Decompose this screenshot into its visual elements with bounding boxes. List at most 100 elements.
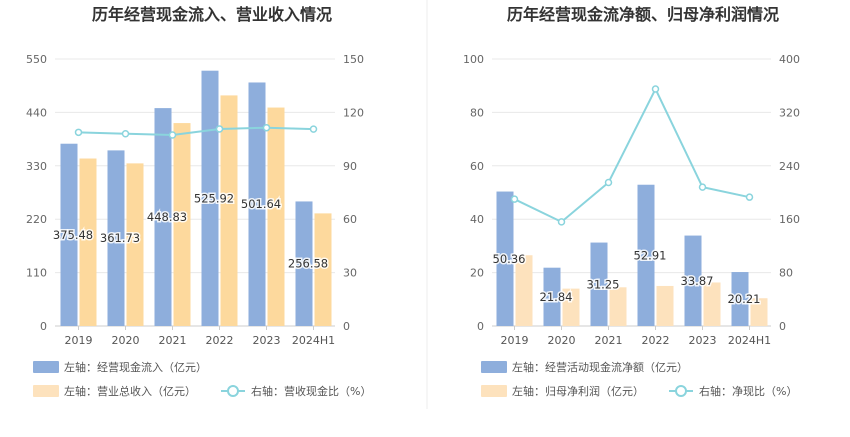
bar-2019-secondary[interactable] <box>515 255 533 326</box>
ratio-point-2024H1[interactable] <box>745 193 754 201</box>
ratio-point-2021[interactable] <box>604 178 613 187</box>
legend-label-ratio[interactable]: 右轴：营收现金比（%） <box>251 384 371 398</box>
x-tick-label: 2020 <box>548 334 576 347</box>
bar-2024H1-secondary[interactable] <box>750 298 768 326</box>
data-label-2021: 448.83 <box>147 210 187 224</box>
bar-2019-primary[interactable] <box>60 143 78 326</box>
chart-title: 历年经营现金流净额、归母净利润情况 <box>507 5 779 24</box>
data-label-2020: 361.73 <box>100 231 140 245</box>
bar-2023-primary[interactable] <box>684 235 702 326</box>
legend: 左轴：经营活动现金流净额（亿元） 左轴：归母净利润（亿元） 右轴：净现比（%） <box>481 360 797 398</box>
ratio-point-2019[interactable] <box>74 128 83 137</box>
x-tick-label: 2023 <box>689 334 717 347</box>
legend-label-net-cash-flow[interactable]: 左轴：经营活动现金流净额（亿元） <box>512 360 688 374</box>
bar-2024H1-primary[interactable] <box>731 272 749 326</box>
x-tick-label: 2019 <box>501 334 529 347</box>
bar-2023-primary[interactable] <box>248 82 266 326</box>
right-y-tick-label: 0 <box>779 320 786 333</box>
data-label-2020: 21.84 <box>540 290 573 304</box>
data-labels: 375.48 361.73 448.83 525.92 501.64 256.58 <box>51 190 329 272</box>
x-tick-label: 2022 <box>206 334 234 347</box>
right-y-tick-label: 400 <box>779 53 800 66</box>
legend-label-cash-ratio[interactable]: 右轴：净现比（%） <box>699 384 797 398</box>
bar-2023-secondary[interactable] <box>703 282 721 326</box>
axis-ticks: 0 0 110 30 220 60 330 90 440 120 550 150 2019 2020 202… <box>26 53 364 347</box>
legend-swatch-cash-inflow[interactable] <box>33 361 59 373</box>
left-y-tick-label: 0 <box>40 320 47 333</box>
chart-panel-cash-inflow: 历年经营现金流入、营业收入情况 375.48 361.73 448.83 525.92… <box>26 5 371 398</box>
legend-label-net-profit[interactable]: 左轴：归母净利润（亿元） <box>512 384 644 398</box>
bar-2024H1-primary[interactable] <box>295 201 313 326</box>
gridlines <box>492 58 771 327</box>
axis-ticks: 0 0 20 80 40 160 60 240 80 320 100 400 2019 2020 2021 2… <box>463 53 800 347</box>
right-y-tick-label: 150 <box>343 53 364 66</box>
ratio-point-2022[interactable] <box>651 85 660 93</box>
data-label-2024H1: 256.58 <box>288 257 328 271</box>
right-y-tick-label: 80 <box>779 267 793 280</box>
ratio-point-2022[interactable] <box>215 125 224 133</box>
bar-2021-secondary[interactable] <box>173 123 191 326</box>
left-y-tick-label: 550 <box>26 53 47 66</box>
bar-2020-secondary[interactable] <box>562 288 580 326</box>
ratio-line <box>74 123 318 139</box>
legend-swatch-net-cash-flow[interactable] <box>481 361 507 373</box>
chart-panel-net-cash-flow: 历年经营现金流净额、归母净利润情况 50.36 21.84 31.25 52.91 33… <box>463 5 800 398</box>
legend-swatch-revenue[interactable] <box>33 385 59 397</box>
data-label-2023: 33.87 <box>681 274 714 288</box>
bar-2020-secondary[interactable] <box>126 163 144 326</box>
ratio-point-2019[interactable] <box>510 195 519 203</box>
right-y-tick-label: 160 <box>779 213 800 226</box>
left-y-tick-label: 100 <box>463 53 484 66</box>
ratio-line-path <box>78 126 314 137</box>
bars <box>60 70 332 326</box>
x-tick-label: 2020 <box>112 334 140 347</box>
ratio-point-2021[interactable] <box>168 131 177 139</box>
legend-marker-cash-ratio[interactable] <box>675 385 687 397</box>
x-tick-label: 2019 <box>65 334 93 347</box>
right-y-tick-label: 240 <box>779 160 800 173</box>
bar-2022-primary[interactable] <box>201 70 219 326</box>
left-y-tick-label: 80 <box>470 106 484 119</box>
bar-2023-secondary[interactable] <box>267 107 285 326</box>
ratio-point-2023[interactable] <box>698 183 707 191</box>
x-tick-label: 2022 <box>642 334 670 347</box>
data-label-2023: 501.64 <box>241 197 281 211</box>
ratio-line <box>510 85 754 226</box>
legend-label-cash-inflow[interactable]: 左轴：经营现金流入（亿元） <box>64 360 207 374</box>
ratio-point-2023[interactable] <box>262 123 271 132</box>
legend-marker-ratio[interactable] <box>227 385 239 397</box>
left-y-tick-label: 330 <box>26 160 47 173</box>
bar-2021-secondary[interactable] <box>609 287 627 326</box>
legend: 左轴：经营现金流入（亿元） 左轴：营业总收入（亿元） 右轴：营收现金比（%） <box>33 360 371 398</box>
x-tick-label: 2023 <box>253 334 281 347</box>
bar-2019-primary[interactable] <box>496 191 514 326</box>
bar-2022-primary[interactable] <box>637 184 655 326</box>
bar-2022-secondary[interactable] <box>656 285 674 326</box>
right-y-tick-label: 320 <box>779 106 800 119</box>
ratio-point-2020[interactable] <box>121 130 130 138</box>
bar-2022-secondary[interactable] <box>220 95 238 326</box>
x-tick-label: 2021 <box>595 334 623 347</box>
legend-swatch-net-profit[interactable] <box>481 385 507 397</box>
left-y-tick-label: 0 <box>477 320 484 333</box>
left-y-tick-label: 440 <box>26 106 47 119</box>
bar-2020-primary[interactable] <box>543 267 561 326</box>
data-label-2019: 50.36 <box>493 252 526 266</box>
ratio-point-2020[interactable] <box>557 218 566 226</box>
bar-2021-primary[interactable] <box>590 242 608 326</box>
right-y-tick-label: 60 <box>343 213 357 226</box>
bar-2024H1-secondary[interactable] <box>314 213 332 326</box>
right-y-tick-label: 90 <box>343 160 357 173</box>
data-label-2019: 375.48 <box>53 228 93 242</box>
left-y-tick-label: 60 <box>470 160 484 173</box>
data-label-2024H1: 20.21 <box>728 292 761 306</box>
bar-2021-primary[interactable] <box>154 108 172 326</box>
ratio-point-2024H1[interactable] <box>309 125 318 133</box>
data-label-2021: 31.25 <box>587 277 620 291</box>
legend-label-revenue[interactable]: 左轴：营业总收入（亿元） <box>64 384 196 398</box>
left-y-tick-label: 20 <box>470 267 484 280</box>
x-tick-label: 2024H1 <box>292 334 335 347</box>
bar-2019-secondary[interactable] <box>79 158 97 326</box>
bar-2020-primary[interactable] <box>107 150 125 326</box>
